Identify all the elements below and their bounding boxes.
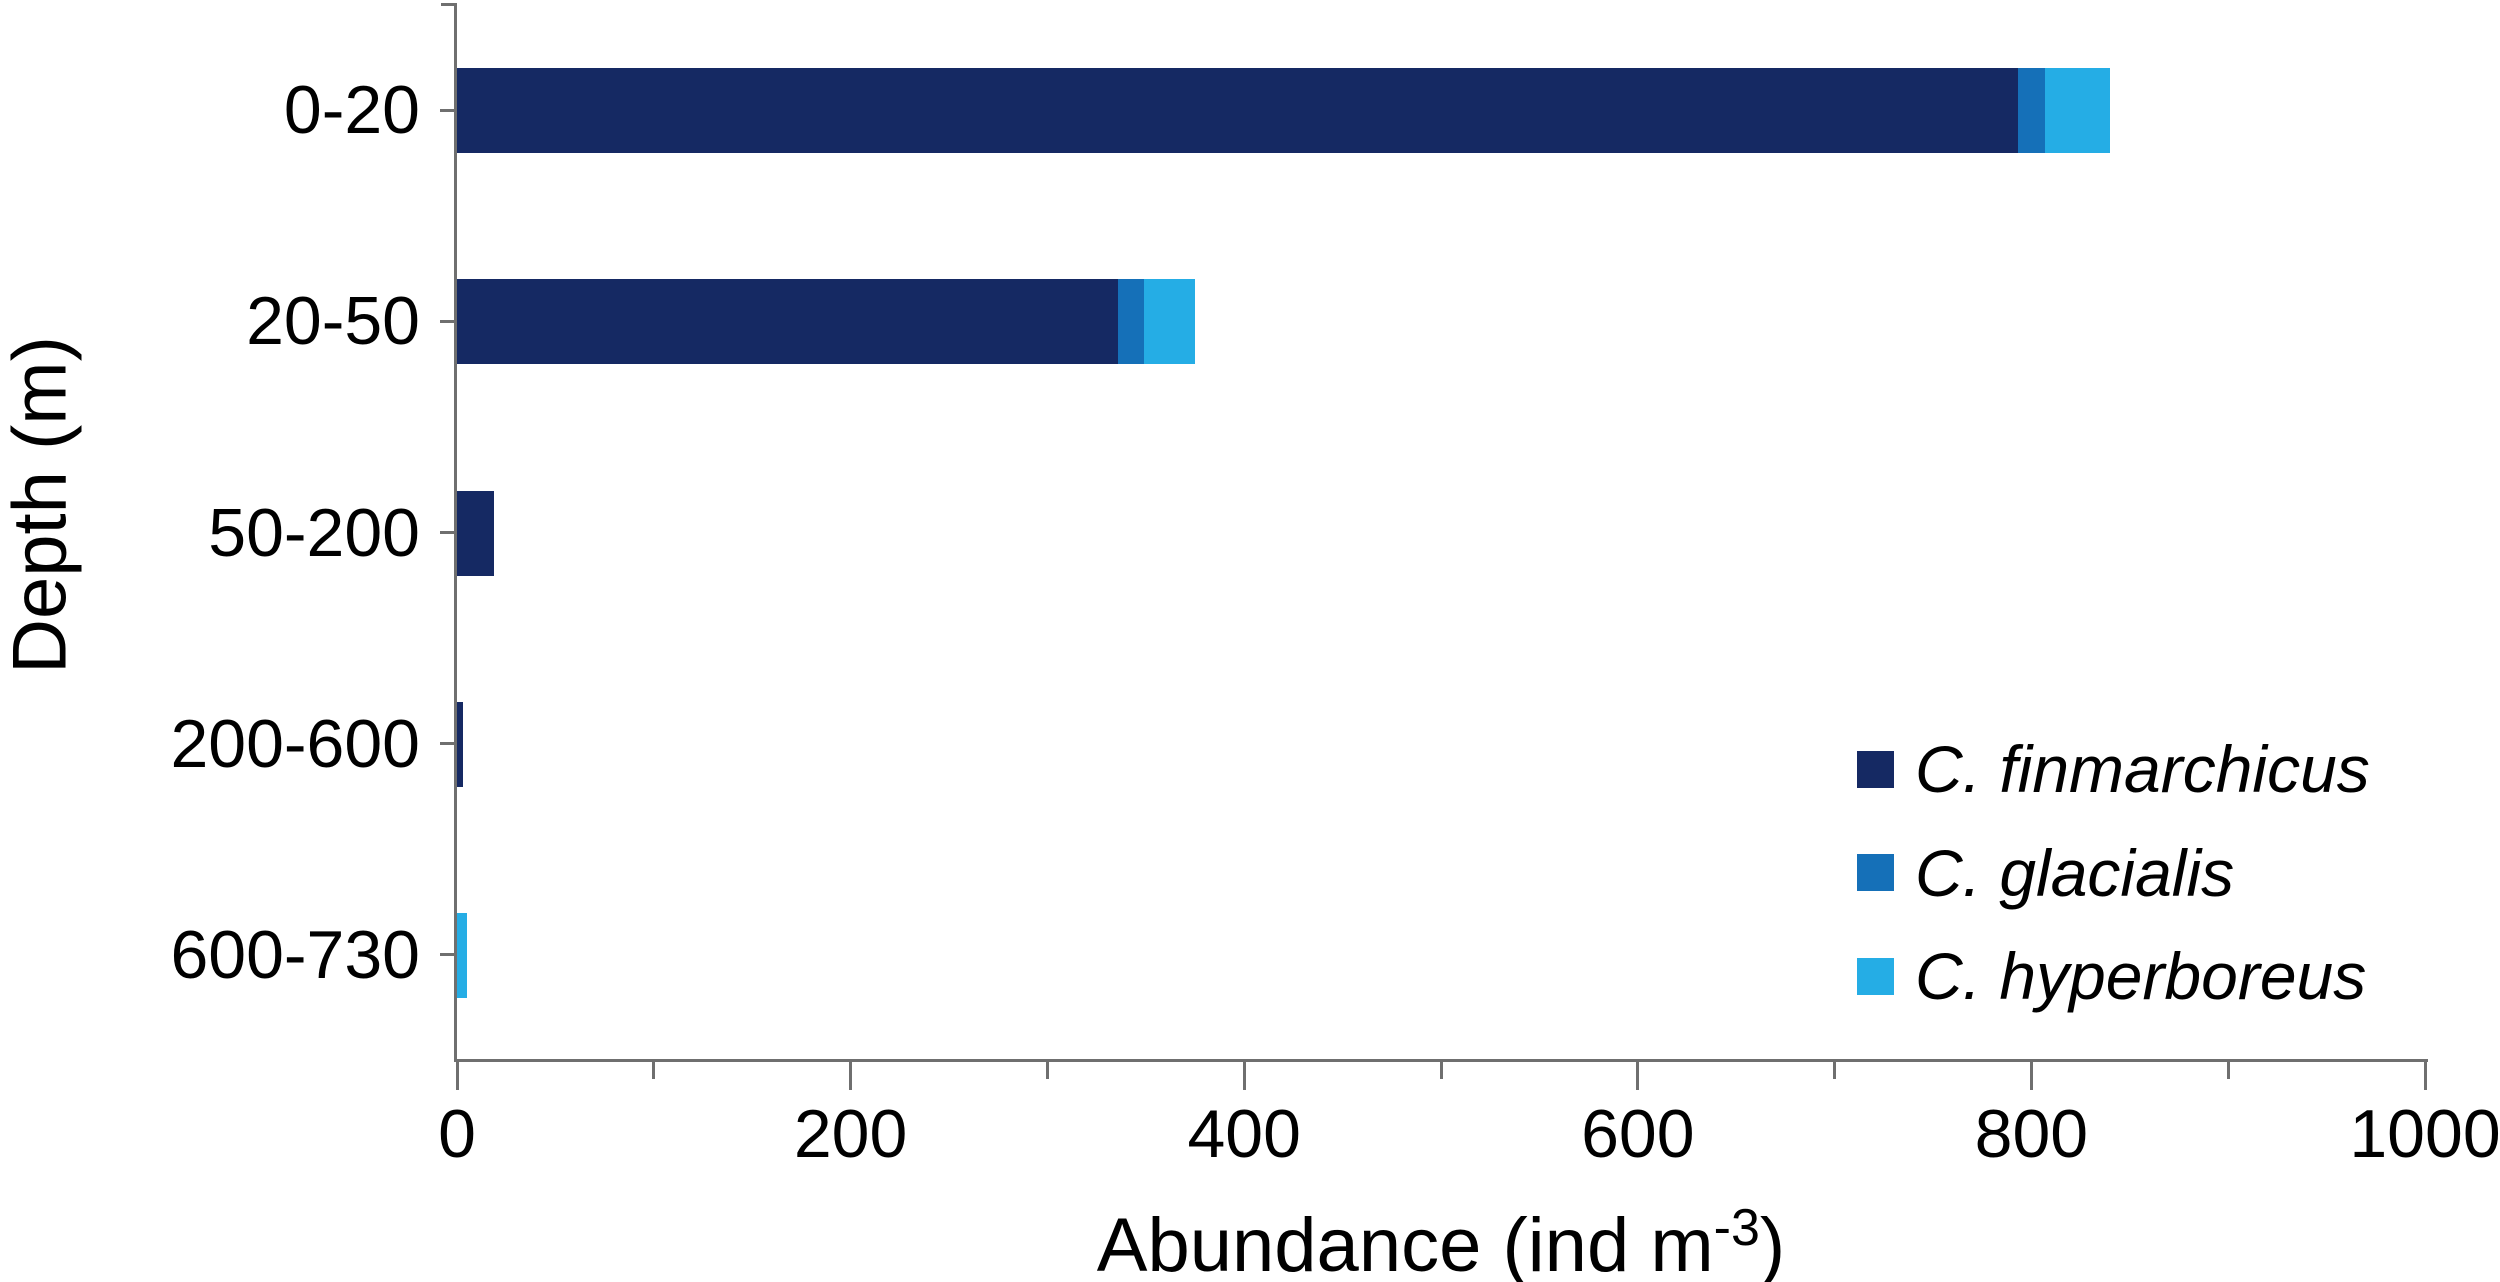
x-tick-label: 600 (1581, 1096, 1695, 1172)
x-axis-minor-tick (1045, 1059, 1049, 1079)
x-axis-title-post: ) (1759, 1203, 1786, 1282)
x-axis-major-tick (2029, 1059, 2033, 1090)
legend-swatch (1857, 957, 1894, 995)
x-axis-major-tick (849, 1059, 853, 1090)
y-axis-category-tick (440, 742, 455, 746)
bar-segment (2045, 68, 2111, 154)
x-axis-minor-tick (1439, 1059, 1443, 1079)
bar-segment (457, 701, 463, 787)
x-axis-major-tick (1636, 1059, 1640, 1090)
legend-item: C. hyperboreus (1857, 939, 2367, 1013)
x-axis-major-tick (455, 1059, 459, 1090)
x-axis-minor-tick (1833, 1059, 1837, 1079)
bar-segment (2017, 68, 2046, 154)
bar-segment (457, 279, 1119, 365)
x-tick-label: 1000 (2349, 1096, 2500, 1172)
legend-label: C. finmarchicus (1915, 732, 2370, 806)
x-axis-major-tick (2423, 1059, 2427, 1090)
y-axis-end-tick (441, 3, 455, 6)
x-axis-major-tick (1242, 1059, 1246, 1090)
legend-swatch (1857, 750, 1894, 788)
y-tick-label: 0-20 (283, 72, 420, 149)
y-axis-category-tick (440, 531, 455, 534)
legend-label: C. glacialis (1915, 835, 2235, 910)
legend-label: C. hyperboreus (1915, 939, 2367, 1013)
x-axis-minor-tick (652, 1059, 656, 1079)
x-axis-minor-tick (2226, 1059, 2230, 1079)
x-tick-label: 800 (1974, 1096, 2089, 1172)
legend-item: C. finmarchicus (1857, 732, 2370, 806)
bar-segment (1118, 279, 1144, 365)
bar-segment (1143, 279, 1195, 365)
y-tick-label: 200-600 (170, 705, 420, 782)
x-axis-title-pre: Abundance (ind m (1096, 1203, 1714, 1282)
x-axis-title: Abundance (ind m-3) (841, 1198, 2041, 1282)
y-tick-label: 600-730 (170, 916, 420, 993)
bar-segment (457, 68, 2018, 154)
x-tick-label: 400 (1187, 1096, 1301, 1172)
legend-swatch (1857, 854, 1894, 891)
legend-item: C. glacialis (1857, 835, 2235, 910)
bar-segment (457, 490, 495, 576)
y-axis-category-tick (440, 108, 455, 112)
y-tick-label: 50-200 (208, 494, 420, 571)
y-axis-line (454, 3, 457, 1061)
x-axis-title-superscript: -3 (1713, 1199, 1760, 1257)
x-tick-label: 0 (438, 1096, 476, 1172)
y-tick-label: 20-50 (246, 283, 420, 360)
y-axis-category-tick (440, 319, 455, 323)
y-axis-category-tick (440, 953, 455, 957)
x-tick-label: 200 (793, 1096, 908, 1172)
bar-segment (457, 912, 467, 998)
